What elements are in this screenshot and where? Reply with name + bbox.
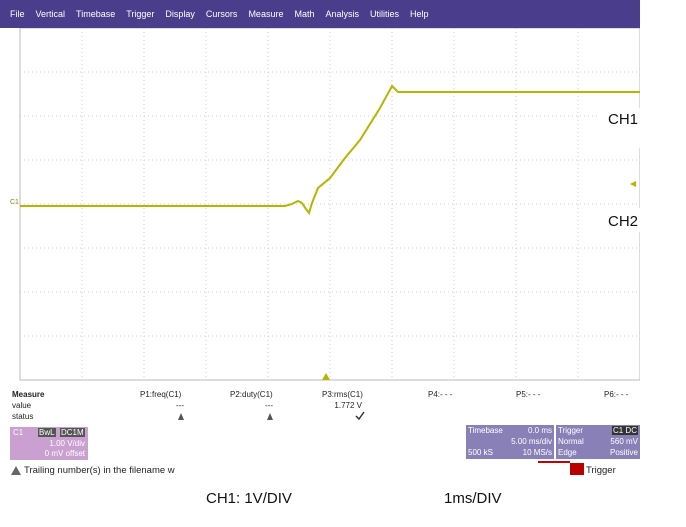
channel-tag: DC1M (60, 428, 85, 437)
value-label: value (12, 401, 32, 410)
trace-label: C1 (10, 199, 19, 206)
status-label: status (12, 412, 34, 421)
measure-value: 1.772 V (334, 401, 362, 410)
warning-icon (11, 466, 21, 475)
menu-item[interactable]: Utilities (369, 9, 399, 19)
ch1-label: CH1 (600, 108, 686, 148)
status-icon (267, 413, 273, 420)
trigger-mode: Normal (558, 437, 584, 446)
channel-box: C1 BwL DC1M 1.00 V/div 0 mV offset (10, 427, 88, 460)
menu-item[interactable]: File (10, 9, 25, 19)
measure-value: --- (176, 401, 184, 410)
warning-tail: Trigger (586, 465, 616, 476)
warning-text: Trailing number(s) in the filename w (24, 465, 175, 476)
menu-bar: File Vertical Timebase Trigger Display Cursor… (0, 0, 640, 28)
status-icons (178, 411, 365, 421)
menu-item[interactable]: Vertical (35, 9, 66, 19)
menu-item[interactable]: Timebase (76, 9, 116, 19)
warning-flag (570, 463, 584, 475)
menu-item[interactable]: Help (410, 9, 429, 19)
measure-header: P6:- - - (604, 390, 629, 399)
scope-screen: C1 (10, 28, 640, 381)
trigger-title: Trigger (558, 426, 584, 435)
measure-header: P5:- - - (516, 390, 541, 399)
measure-header: P3:rms(C1) (322, 390, 363, 399)
warning-bar (538, 461, 570, 463)
time-label: 1ms/DIV (444, 490, 502, 507)
menu-item[interactable]: Measure (248, 9, 284, 19)
timebase-samples: 500 kS (468, 448, 493, 457)
timebase-title: Timebase (468, 426, 503, 435)
menu-item[interactable]: Analysis (325, 9, 359, 19)
status-icon (355, 411, 365, 421)
trigger-type: Edge (558, 448, 577, 457)
trigger-tag: C1 DC (611, 426, 638, 435)
timebase-scale: 5.00 ms/div (511, 437, 552, 446)
channel-offset: 0 mV offset (44, 449, 85, 458)
trigger-level: 560 mV (610, 437, 638, 446)
measure-value: --- (265, 401, 273, 410)
menu-item[interactable]: Cursors (205, 9, 238, 19)
channel-name: C1 (13, 428, 24, 437)
timebase-rate: 10 MS/s (522, 448, 552, 457)
level-marker (630, 181, 636, 187)
channel-scale: 1.00 V/div (49, 439, 85, 448)
measure-title: Measure (12, 390, 45, 399)
timebase-box: Timebase 0.0 ms 5.00 ms/div 500 kS 10 MS… (466, 425, 554, 459)
trigger-box: Trigger C1 DC Normal 560 mV Edge Positiv… (556, 425, 640, 459)
measure-header: P1:freq(C1) (140, 390, 182, 399)
trigger-marker (322, 373, 330, 380)
measure-header: P4:- - - (428, 390, 453, 399)
volts-label: CH1: 1V/DIV (206, 490, 292, 507)
timebase-delay: 0.0 ms (527, 426, 552, 435)
menu-item[interactable]: Display (165, 9, 195, 19)
channel-tag: BwL (38, 428, 56, 437)
menu-item[interactable]: Math (294, 9, 315, 19)
status-icon (178, 413, 184, 420)
grid (20, 28, 640, 380)
menu-item[interactable]: Trigger (126, 9, 155, 19)
measure-header: P2:duty(C1) (230, 390, 273, 399)
ch2-label: CH2 (600, 208, 686, 232)
waveform (20, 84, 640, 216)
trigger-slope: Positive (609, 448, 638, 457)
